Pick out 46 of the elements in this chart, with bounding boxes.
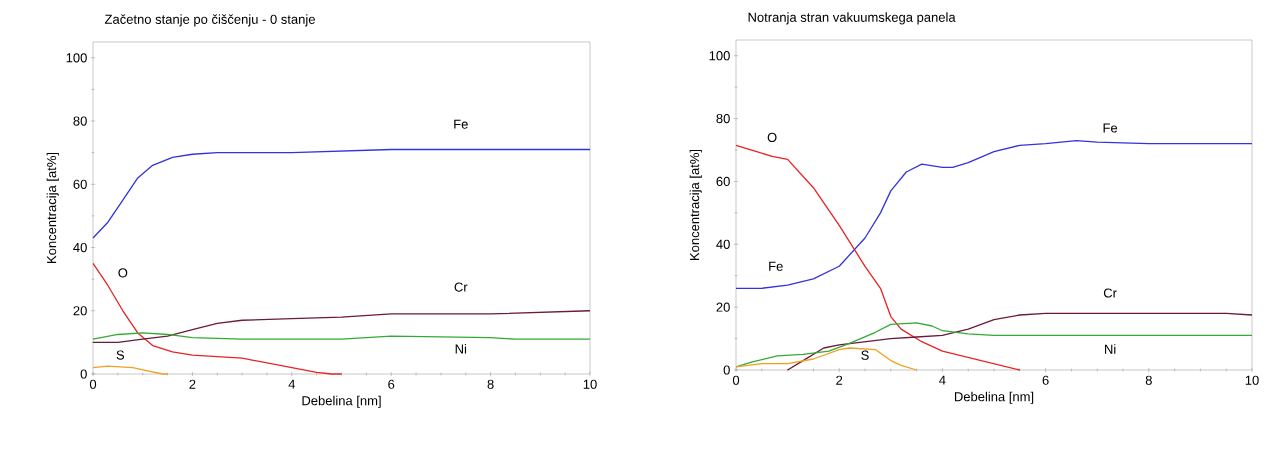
x-tick-label: 6	[388, 379, 395, 389]
x-tick-label: 6	[1042, 375, 1049, 385]
line-series	[92, 365, 169, 375]
series-label: Fe	[454, 119, 468, 129]
x-axis-title: Debelina [nm]	[302, 395, 381, 408]
x-tick-label: 8	[487, 379, 494, 389]
y-tick-label: 0	[723, 365, 730, 375]
series-label: Cr	[1103, 288, 1117, 298]
y-tick-label: 60	[73, 179, 87, 189]
x-tick-label: 10	[1245, 375, 1259, 385]
series-label: Ni	[455, 343, 467, 354]
line-series	[92, 310, 591, 344]
y-tick-label: 80	[73, 116, 87, 126]
y-axis-title: Koncentracija [at%]	[46, 152, 59, 263]
series-label: O	[118, 268, 128, 278]
line-series	[92, 262, 343, 375]
x-tick-label: 2	[836, 375, 843, 385]
y-tick-label: 20	[73, 306, 87, 316]
x-tick-label: 4	[939, 375, 946, 385]
y-tick-label: 20	[716, 302, 730, 312]
y-tick-label: 40	[73, 242, 87, 253]
y-tick-label: 100	[709, 51, 730, 61]
x-tick-label: 4	[288, 379, 296, 389]
y-tick-label: 100	[66, 53, 87, 63]
series-label: O	[767, 132, 777, 143]
x-tick-label: 2	[189, 379, 196, 389]
series-label: Cr	[454, 282, 468, 292]
series-label: Ni	[1105, 344, 1116, 354]
x-tick-label: 0	[89, 379, 97, 389]
series-label: S	[116, 350, 125, 360]
series-label: S	[861, 350, 869, 360]
y-tick-label: 80	[716, 113, 730, 124]
line-series	[735, 322, 1253, 368]
x-tick-label: 8	[1145, 375, 1152, 385]
y-axis-title: Koncentracija [at%]	[689, 149, 702, 260]
y-tick-label: 60	[716, 176, 730, 187]
chart-title: Začetno stanje po čiščenju - 0 stanje	[104, 14, 315, 27]
y-tick-label: 40	[716, 239, 730, 249]
line-series	[92, 332, 591, 340]
series-label: Fe	[1103, 123, 1118, 133]
x-axis-title: Debelina [nm]	[954, 391, 1034, 404]
x-tick-label: 0	[732, 375, 740, 385]
line-series	[735, 347, 918, 371]
annotation: Fe	[769, 261, 783, 271]
x-tick-label: 10	[583, 379, 597, 389]
chart-title: Notranja stran vakuumskega panela	[748, 12, 956, 25]
